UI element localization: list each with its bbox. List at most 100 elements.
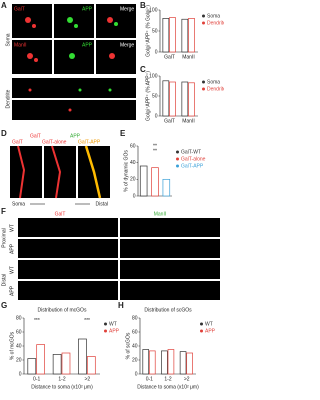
legend-label: APP	[205, 328, 216, 334]
panel-letter: C	[140, 65, 146, 74]
puncta	[67, 17, 118, 92]
channel-label: APP	[82, 6, 93, 12]
legend-label: APP	[109, 328, 120, 334]
legend-marker	[176, 157, 179, 161]
panel-f: GalT ManII Proximal Distal WT APP WT APP	[1, 211, 220, 300]
channel-label: Merge	[120, 42, 134, 48]
y-tick-label: 100	[149, 7, 158, 13]
y-tick-label: 40	[132, 343, 138, 349]
legend-marker	[176, 164, 179, 168]
x-tick-label: 1-2	[164, 376, 171, 382]
bar	[179, 351, 187, 375]
image	[18, 260, 118, 279]
image	[120, 239, 220, 258]
bar	[181, 18, 189, 53]
bar	[169, 17, 176, 53]
y-axis-label: % of scGOs	[125, 332, 131, 359]
bar	[61, 352, 71, 375]
puncta	[25, 17, 115, 112]
image	[120, 260, 220, 279]
row-label: WT	[9, 266, 15, 274]
channel-label: APP	[82, 42, 93, 48]
x-tick-label: ManII	[182, 118, 195, 124]
chart-title: Distribution of scGOs	[144, 307, 192, 313]
x-tick-label: >2	[84, 376, 90, 382]
y-tick-label: 40	[16, 343, 22, 349]
y-axis-label: Golgi⁺APP⁺ (% Golgi⁺)	[145, 5, 151, 57]
legend-label: WT	[109, 321, 117, 327]
legend-marker	[200, 322, 203, 326]
channel-label: GalT	[30, 133, 41, 139]
image	[18, 239, 118, 258]
bar	[36, 344, 45, 375]
legend-label: Soma	[207, 13, 220, 19]
legend-label: Soma	[207, 79, 220, 85]
y-tick-label: 20	[130, 177, 136, 183]
y-tick-label: 80	[16, 315, 22, 321]
y-tick-label: 80	[132, 315, 138, 321]
annotation: **	[153, 143, 157, 149]
channel-label: GalT-alone	[42, 139, 67, 145]
y-tick-label: 60	[130, 143, 136, 149]
annotation: ***	[34, 318, 40, 324]
legend-label: Dendrite	[207, 20, 224, 26]
bar	[181, 81, 189, 117]
bar	[27, 358, 37, 375]
bar	[151, 167, 159, 197]
bar	[188, 82, 195, 117]
bar	[52, 354, 62, 375]
bar	[188, 18, 195, 53]
column-label: GalT	[55, 211, 66, 217]
legend-marker	[176, 150, 179, 154]
annotation: ***	[84, 318, 90, 324]
image	[96, 40, 136, 74]
image	[96, 4, 136, 38]
bar	[186, 352, 193, 375]
group-label: Distal	[1, 274, 7, 287]
x-tick-label: GalT	[164, 118, 175, 124]
axis-label: Distal	[95, 201, 108, 207]
legend-label: GalT-WT	[181, 149, 201, 155]
legend-marker	[202, 87, 205, 91]
x-tick-label: ManII	[182, 54, 195, 60]
axis-label: Soma	[12, 201, 25, 207]
bar	[162, 178, 171, 197]
row-label: Dendrite	[5, 89, 11, 108]
y-tick-label: 50	[152, 93, 158, 99]
bar	[78, 338, 87, 375]
channel-label: GalT	[12, 139, 23, 145]
annotation: **	[153, 148, 157, 154]
legend-marker	[104, 329, 107, 333]
panel-d: GalT APP GalT GalT-alone GalT-APP Soma D…	[10, 133, 110, 207]
y-axis-label: % of mcGOs	[9, 331, 15, 360]
column-label: ManII	[154, 211, 167, 217]
panel-letter: F	[1, 207, 6, 216]
image	[54, 4, 94, 38]
y-tick-label: 60	[132, 329, 138, 335]
bar	[148, 350, 156, 375]
y-tick-label: 100	[149, 73, 158, 79]
y-tick-label: 20	[16, 357, 22, 363]
y-tick-label: 0	[135, 371, 138, 377]
image	[12, 78, 136, 98]
image	[18, 218, 118, 237]
x-axis-label: Distance to soma (x10² μm)	[31, 384, 93, 390]
kymograph	[10, 146, 42, 198]
legend-marker	[104, 322, 107, 326]
y-tick-label: 60	[16, 329, 22, 335]
legend-marker	[202, 14, 205, 18]
legend-label: WT	[205, 321, 213, 327]
x-tick-label: 0-1	[146, 376, 153, 382]
row-label: Soma	[5, 33, 11, 46]
channel-label: Merge	[120, 6, 134, 12]
legend-marker	[200, 329, 203, 333]
trace	[84, 145, 102, 199]
channel-label: GalT	[14, 6, 25, 12]
image	[120, 218, 220, 237]
y-axis-label: % of dynamic GOs	[123, 150, 129, 192]
image	[120, 281, 220, 300]
y-tick-label: 0	[133, 193, 136, 199]
chart-title: Distribution of mcGOs	[38, 307, 87, 313]
figure: A B C D E F G H GalT APP Merge ManII APP…	[1, 1, 224, 390]
bar	[142, 349, 150, 375]
